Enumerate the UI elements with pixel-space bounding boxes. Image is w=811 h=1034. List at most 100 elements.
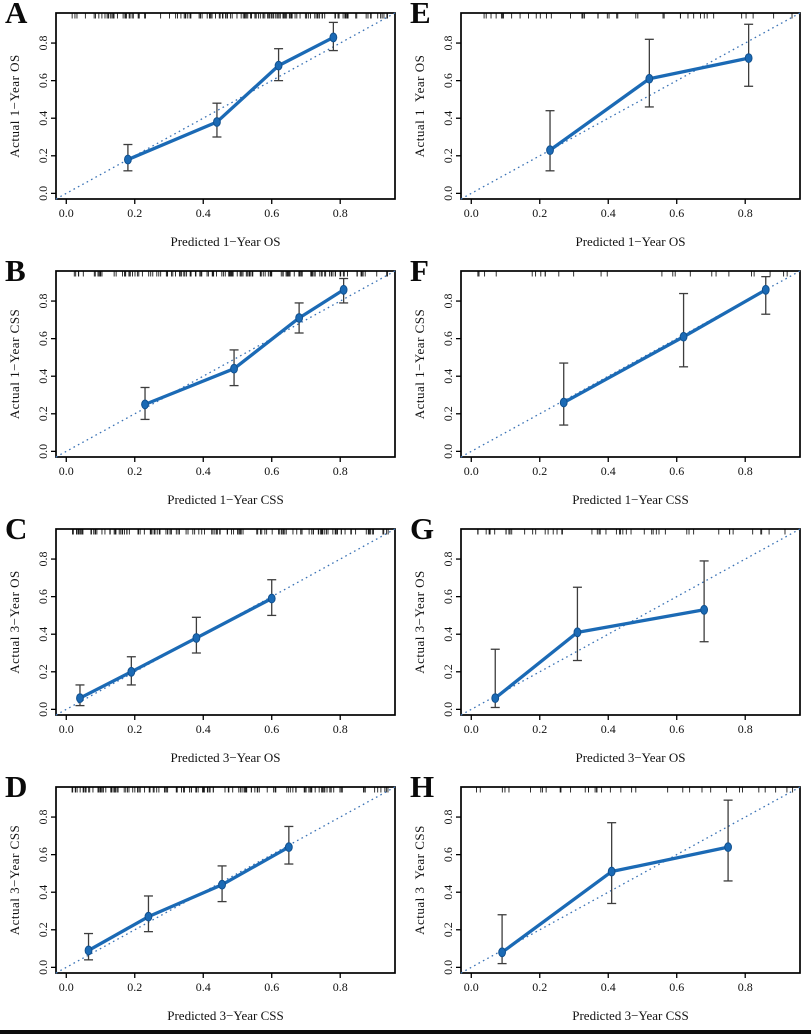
y-axis-label: Actual 3−Year OS xyxy=(7,570,22,674)
svg-text:0.2: 0.2 xyxy=(441,148,455,163)
svg-text:0.2: 0.2 xyxy=(441,922,455,937)
svg-text:0.4: 0.4 xyxy=(601,464,616,478)
y-axis-label: Actual 1−Year OS xyxy=(7,54,22,158)
calibration-plot-canvas-F: 0.0 0.0 0.2 0.2 0.4 0.4 0.6 0.6 0.8 0.8 xyxy=(441,270,801,478)
svg-text:0.2: 0.2 xyxy=(36,664,50,679)
svg-text:0.4: 0.4 xyxy=(601,206,616,220)
svg-text:0.2: 0.2 xyxy=(532,980,547,994)
svg-text:0.4: 0.4 xyxy=(196,980,211,994)
svg-text:0.2: 0.2 xyxy=(532,206,547,220)
svg-text:0.6: 0.6 xyxy=(36,589,50,604)
svg-text:0.6: 0.6 xyxy=(264,464,279,478)
svg-text:0.2: 0.2 xyxy=(532,464,547,478)
svg-text:0.4: 0.4 xyxy=(601,980,616,994)
svg-text:0.0: 0.0 xyxy=(441,444,455,459)
svg-text:0.6: 0.6 xyxy=(36,73,50,88)
panel-C: 0.0 0.0 0.2 0.2 0.4 0.4 0.6 0.6 0.8 0.8 C Predict… xyxy=(0,516,405,774)
svg-text:0.8: 0.8 xyxy=(441,36,455,51)
svg-text:0.0: 0.0 xyxy=(36,702,50,717)
svg-text:0.4: 0.4 xyxy=(36,627,50,642)
svg-text:0.6: 0.6 xyxy=(441,589,455,604)
svg-text:0.8: 0.8 xyxy=(441,810,455,825)
panel-letter-F: F xyxy=(410,258,429,288)
x-axis-label: Predicted 3−Year OS xyxy=(170,750,281,765)
svg-text:0.0: 0.0 xyxy=(464,464,479,478)
x-axis-label: Predicted 3−Year CSS xyxy=(167,1008,284,1023)
panel-F: 0.0 0.0 0.2 0.2 0.4 0.4 0.6 0.6 0.8 0.8 F Predict… xyxy=(405,258,811,516)
panel-E: 0.0 0.0 0.2 0.2 0.4 0.4 0.6 0.6 0.8 0.8 E Predict… xyxy=(405,0,811,258)
y-axis-label: Actual 1 Year OS xyxy=(412,54,427,158)
panel-G: 0.0 0.0 0.2 0.2 0.4 0.4 0.6 0.6 0.8 0.8 G Predict… xyxy=(405,516,811,774)
svg-text:0.0: 0.0 xyxy=(36,186,50,201)
calibration-plot-canvas-H: 0.0 0.0 0.2 0.2 0.4 0.4 0.6 0.6 0.8 0.8 xyxy=(441,786,801,994)
svg-text:0.6: 0.6 xyxy=(441,73,455,88)
svg-text:0.4: 0.4 xyxy=(441,627,455,642)
x-axis-label: Predicted 1−Year OS xyxy=(575,234,686,249)
panel-H: 0.0 0.0 0.2 0.2 0.4 0.4 0.6 0.6 0.8 0.8 H Predict… xyxy=(405,774,811,1034)
svg-text:0.6: 0.6 xyxy=(36,847,50,862)
panel-D: 0.0 0.0 0.2 0.2 0.4 0.4 0.6 0.6 0.8 0.8 D Predict… xyxy=(0,774,405,1034)
calibration-plot-canvas-B: 0.0 0.0 0.2 0.2 0.4 0.4 0.6 0.6 0.8 0.8 xyxy=(36,270,396,478)
svg-text:0.8: 0.8 xyxy=(441,552,455,567)
svg-text:0.4: 0.4 xyxy=(441,885,455,900)
svg-text:0.0: 0.0 xyxy=(36,444,50,459)
calibration-plot-canvas-C: 0.0 0.0 0.2 0.2 0.4 0.4 0.6 0.6 0.8 0.8 xyxy=(36,528,396,736)
x-axis-label: Predicted 1−Year OS xyxy=(170,234,281,249)
x-axis-label: Predicted 1−Year CSS xyxy=(572,492,689,507)
svg-text:0.8: 0.8 xyxy=(333,464,348,478)
svg-text:0.0: 0.0 xyxy=(464,206,479,220)
svg-text:0.8: 0.8 xyxy=(738,206,753,220)
svg-text:0.0: 0.0 xyxy=(36,960,50,975)
panel-A: 0.0 0.0 0.2 0.2 0.4 0.4 0.6 0.6 0.8 0.8 A Predict… xyxy=(0,0,405,258)
svg-text:0.0: 0.0 xyxy=(464,980,479,994)
svg-text:0.6: 0.6 xyxy=(669,206,684,220)
calibration-plot-canvas-G: 0.0 0.0 0.2 0.2 0.4 0.4 0.6 0.6 0.8 0.8 xyxy=(441,528,801,736)
svg-text:0.4: 0.4 xyxy=(196,464,211,478)
calibration-plot-canvas-A: 0.0 0.0 0.2 0.2 0.4 0.4 0.6 0.6 0.8 0.8 xyxy=(36,12,396,220)
svg-text:0.6: 0.6 xyxy=(669,464,684,478)
svg-text:0.6: 0.6 xyxy=(441,331,455,346)
svg-text:0.0: 0.0 xyxy=(441,186,455,201)
svg-text:0.6: 0.6 xyxy=(669,980,684,994)
svg-text:0.0: 0.0 xyxy=(59,980,74,994)
panel-letter-G: G xyxy=(410,516,435,546)
svg-text:0.2: 0.2 xyxy=(441,406,455,421)
svg-text:0.8: 0.8 xyxy=(333,206,348,220)
svg-text:0.4: 0.4 xyxy=(196,206,211,220)
svg-text:0.8: 0.8 xyxy=(36,294,50,309)
svg-text:0.8: 0.8 xyxy=(333,980,348,994)
svg-text:0.6: 0.6 xyxy=(264,206,279,220)
svg-text:0.2: 0.2 xyxy=(36,922,50,937)
svg-text:0.6: 0.6 xyxy=(264,722,279,736)
svg-text:0.8: 0.8 xyxy=(738,464,753,478)
svg-text:0.4: 0.4 xyxy=(36,111,50,126)
panel-letter-H: H xyxy=(410,774,435,804)
calibration-plot-canvas-E: 0.0 0.0 0.2 0.2 0.4 0.4 0.6 0.6 0.8 0.8 xyxy=(441,12,801,220)
svg-text:0.0: 0.0 xyxy=(441,702,455,717)
svg-text:0.4: 0.4 xyxy=(36,885,50,900)
panel-letter-D: D xyxy=(5,774,28,804)
svg-text:0.4: 0.4 xyxy=(441,111,455,126)
y-axis-label: Actual 3 Year CSS xyxy=(412,825,427,935)
panel-B: 0.0 0.0 0.2 0.2 0.4 0.4 0.6 0.6 0.8 0.8 B Predict… xyxy=(0,258,405,516)
svg-text:0.0: 0.0 xyxy=(59,464,74,478)
svg-text:0.8: 0.8 xyxy=(36,552,50,567)
svg-text:0.2: 0.2 xyxy=(127,464,142,478)
svg-text:0.2: 0.2 xyxy=(127,722,142,736)
svg-text:0.2: 0.2 xyxy=(36,406,50,421)
panel-letter-B: B xyxy=(5,258,26,288)
svg-text:0.8: 0.8 xyxy=(738,980,753,994)
svg-text:0.8: 0.8 xyxy=(36,810,50,825)
y-axis-label: Actual 1−Year CSS xyxy=(7,308,22,420)
svg-text:0.0: 0.0 xyxy=(59,206,74,220)
svg-text:0.2: 0.2 xyxy=(127,980,142,994)
calibration-plot-canvas-D: 0.0 0.0 0.2 0.2 0.4 0.4 0.6 0.6 0.8 0.8 xyxy=(36,786,396,994)
svg-text:0.6: 0.6 xyxy=(441,847,455,862)
x-axis-label: Predicted 3−Year OS xyxy=(575,750,686,765)
svg-text:0.2: 0.2 xyxy=(532,722,547,736)
svg-text:0.6: 0.6 xyxy=(36,331,50,346)
svg-text:0.8: 0.8 xyxy=(441,294,455,309)
svg-text:0.8: 0.8 xyxy=(36,36,50,51)
svg-text:0.2: 0.2 xyxy=(36,148,50,163)
